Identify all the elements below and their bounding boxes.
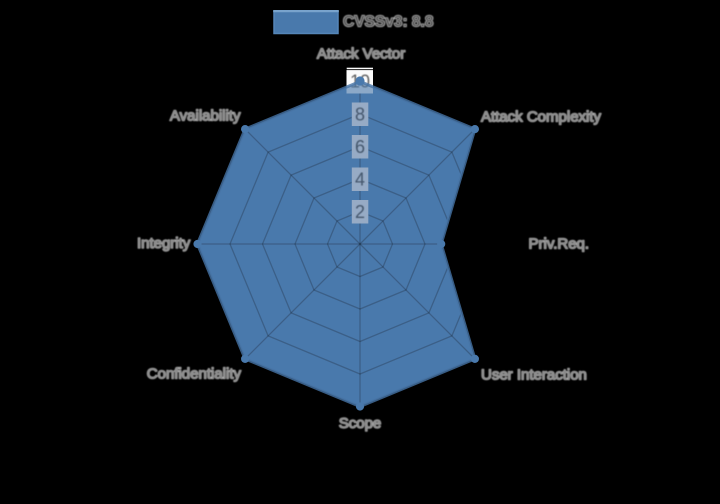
svg-text:Confidentiality: Confidentiality [147,366,242,383]
svg-text:6: 6 [355,137,365,157]
svg-text:CVSSv3: 8.8: CVSSv3: 8.8 [343,14,434,31]
svg-text:Attack Vector: Attack Vector [317,46,405,63]
svg-text:8: 8 [355,105,365,125]
svg-text:Priv.Req.: Priv.Req. [529,236,590,253]
svg-text:Attack Complexity: Attack Complexity [481,109,602,126]
svg-text:Scope: Scope [339,415,382,432]
svg-text:4: 4 [355,170,365,190]
svg-text:2: 2 [355,202,365,222]
svg-text:Availability: Availability [170,108,241,125]
svg-text:Integrity: Integrity [137,235,191,252]
svg-text:User Interaction: User Interaction [481,367,587,384]
